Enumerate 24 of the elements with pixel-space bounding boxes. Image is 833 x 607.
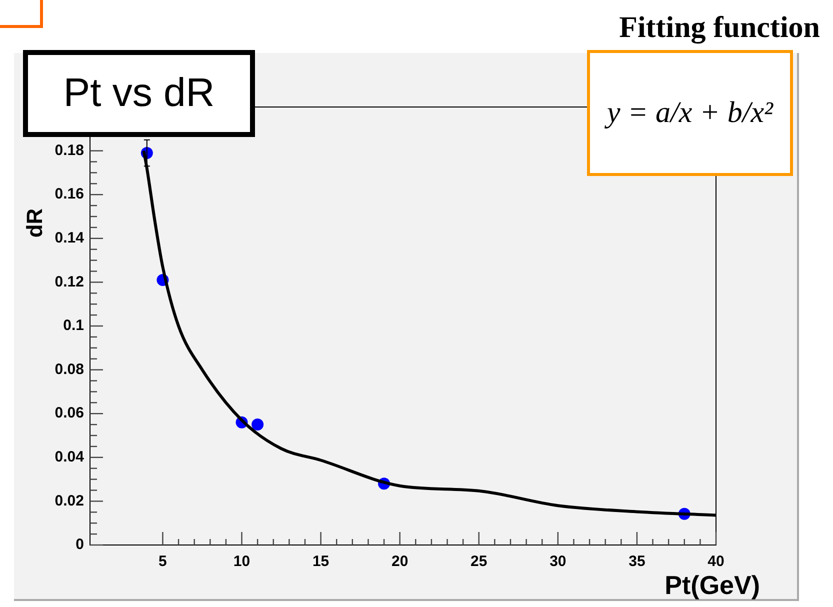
x-tick-label: 40 (708, 553, 724, 570)
y-tick-label: 0.16 (54, 186, 84, 203)
x-tick-label: 5 (158, 553, 167, 570)
y-axis-title: dR (22, 207, 48, 240)
chart-title: Pt vs dR (23, 50, 255, 137)
y-tick-label: 0.1 (63, 317, 84, 334)
y-tick-label: 0.14 (54, 230, 85, 247)
text: Fitting function (618, 10, 820, 46)
x-axis-title: Pt(GeV) (664, 570, 760, 600)
x-tick-label: 10 (233, 553, 250, 570)
x-tick-label: 25 (470, 553, 488, 570)
point (252, 418, 264, 431)
x-tick-label: 15 (312, 553, 330, 570)
y-tick-label: 0.12 (54, 273, 84, 290)
y-tick-label: 0.06 (54, 404, 84, 422)
formula-box: y = a/x + b/x² (587, 50, 793, 176)
x-tick-label: 35 (628, 553, 646, 570)
y-tick-label: 0.02 (54, 492, 84, 510)
x-tick-label: 20 (391, 553, 408, 570)
y-tick-label: 0.18 (54, 142, 84, 159)
y-tick-label: 0 (76, 536, 84, 554)
x-tick-label: 30 (550, 553, 566, 570)
y-tick-label: 0.04 (54, 448, 85, 466)
y-tick-label: 0.08 (54, 360, 84, 378)
